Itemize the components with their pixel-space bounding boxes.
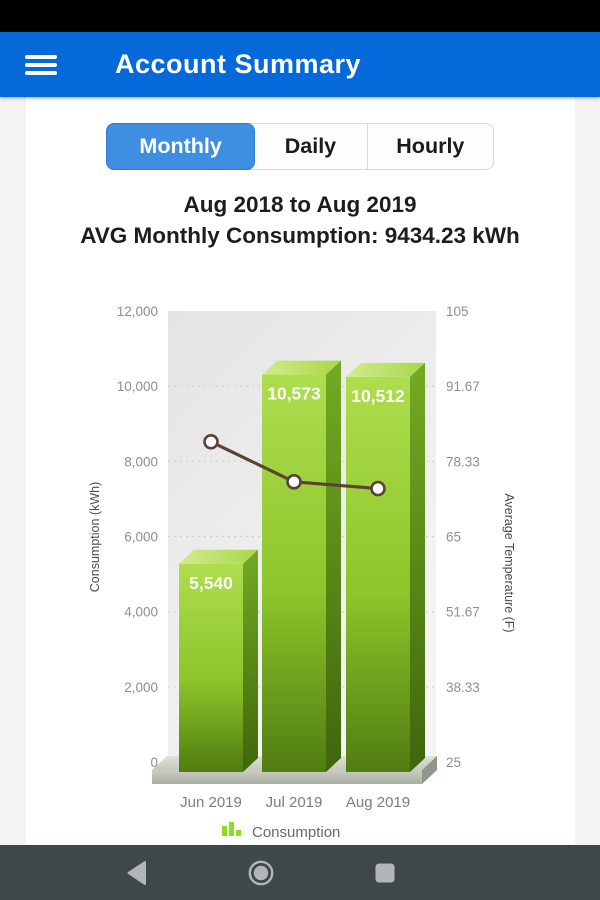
home-icon[interactable] [248,860,274,886]
bar-value-label: 10,512 [351,386,405,406]
temperature-point[interactable] [370,480,386,497]
left-axis-title: Consumption (kWh) [88,482,102,592]
bar-aug-2019[interactable] [346,376,410,772]
summary-heading: Aug 2018 to Aug 2019 AVG Monthly Consump… [70,189,530,251]
bar-jun-2019[interactable] [179,563,243,772]
chart-canvas: 5,540 Jun 2019 10,573 Jul 2019 10,512 Aug 201… [88,304,516,841]
hamburger-menu-icon[interactable] [25,54,57,75]
floor-side [422,756,437,784]
tab-monthly[interactable]: Monthly [106,123,256,170]
status-bar [0,0,600,32]
summary-period: Aug 2018 to Aug 2019 [183,192,417,217]
right-axis-tick: 78.33 [446,454,480,469]
tab-hourly[interactable]: Hourly [366,124,493,169]
left-axis-tick: 12,000 [117,304,158,319]
left-axis-tick: 8,000 [124,454,158,469]
recents-icon[interactable] [372,860,398,886]
bar-jul-2019[interactable] [262,374,326,772]
floor-front [152,770,422,784]
page-title: Account Summary [115,49,362,79]
right-axis-tick: 51.67 [446,605,480,620]
right-axis-title: Average Temperature (F) [502,493,516,632]
bar-value-label: 10,573 [267,384,321,404]
bar-value-label: 5,540 [189,573,233,593]
temperature-point[interactable] [203,433,219,450]
left-axis-tick: 6,000 [124,530,158,545]
bar-top-jul-2019 [262,360,341,375]
bar-side-aug-2019 [410,362,425,772]
legend-bar-chart-icon [229,822,234,836]
right-axis-tick: 105 [446,304,469,319]
bar-side-jun-2019 [243,549,258,772]
left-axis-tick: 2,000 [124,680,158,695]
app-header: Account Summary [0,32,600,97]
legend-bar-chart-icon [236,830,241,836]
legend-label[interactable]: Consumption [252,824,340,841]
left-axis-tick: 0 [150,755,158,770]
back-icon[interactable] [124,860,150,886]
x-axis-label-jun-2019: Jun 2019 [180,794,242,811]
legend-bar-chart-icon [222,826,227,836]
bar-top-jun-2019 [179,549,258,564]
temperature-point[interactable] [286,474,302,490]
x-axis-label-jul-2019: Jul 2019 [266,794,323,811]
period-tab-group: Monthly Daily Hourly [106,123,494,170]
right-axis-tick: 38.33 [446,680,480,695]
left-axis-tick: 10,000 [117,379,158,394]
right-axis-tick: 91.67 [446,379,480,394]
right-axis-tick: 25 [446,755,461,770]
tab-daily[interactable]: Daily [284,134,337,158]
android-nav-bar [0,845,600,900]
consumption-chart: 5,540 Jun 2019 10,573 Jul 2019 10,512 Aug 201… [0,300,600,845]
left-axis-tick: 4,000 [124,605,158,620]
summary-avg-consumption: AVG Monthly Consumption: 9434.23 kWh [80,223,520,248]
bar-top-aug-2019 [346,362,425,377]
right-axis-tick: 65 [446,530,461,545]
bar-side-jul-2019 [326,360,341,772]
x-axis-label-aug-2019: Aug 2019 [346,794,410,811]
